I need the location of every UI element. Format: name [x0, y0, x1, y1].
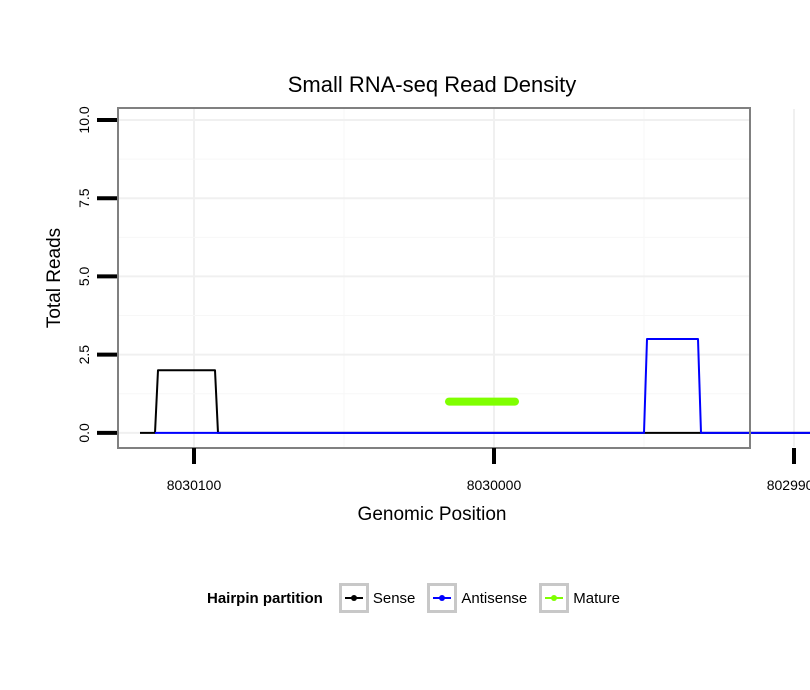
- legend: Hairpin partition Sense Antisense Mature: [207, 580, 632, 616]
- x-tick-label: 8030100: [167, 477, 222, 493]
- y-tick-label: 0.0: [76, 423, 92, 443]
- legend-label-antisense: Antisense: [461, 589, 528, 607]
- x-axis-label: Genomic Position: [358, 504, 507, 525]
- legend-item-sense: Sense: [338, 583, 422, 613]
- plot-panel-border: [117, 107, 751, 449]
- series-line-antisense: [155, 338, 810, 434]
- y-axis: 0.0 2.5 5.0 7.5 10.0: [76, 106, 117, 443]
- legend-key-mature: [539, 583, 570, 613]
- y-tick-label: 7.5: [76, 188, 92, 208]
- legend-item-antisense: Antisense: [427, 583, 533, 613]
- legend-label-sense: Sense: [372, 589, 416, 607]
- legend-key-antisense: [427, 583, 458, 613]
- legend-item-mature: Mature: [539, 583, 626, 613]
- legend-label-mature: Mature: [573, 589, 620, 607]
- y-tick-label: 2.5: [76, 345, 92, 365]
- legend-title: Hairpin partition: [207, 589, 323, 607]
- y-tick-label: 10.0: [76, 106, 92, 133]
- grid-lines: [119, 109, 795, 447]
- series-layer: [140, 338, 810, 434]
- x-tick-label: 8030000: [467, 477, 522, 493]
- chart-title: Small RNA-seq Read Density: [288, 72, 577, 97]
- y-tick-label: 5.0: [76, 266, 92, 286]
- y-axis-label: Total Reads: [44, 228, 65, 328]
- legend-key-sense: [338, 583, 369, 613]
